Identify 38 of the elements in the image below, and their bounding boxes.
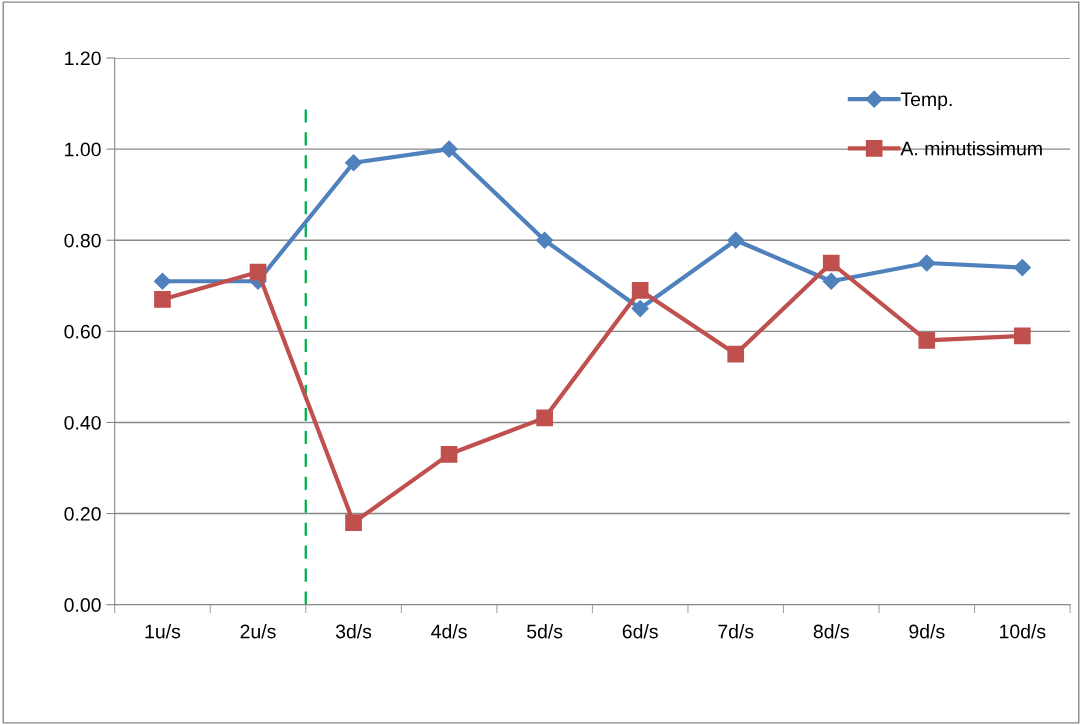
point	[440, 445, 458, 463]
point	[344, 154, 363, 172]
x-tick-label: 2u/s	[240, 624, 276, 639]
point	[1013, 258, 1031, 277]
point	[822, 272, 840, 290]
y-tick-label: 1.00	[65, 142, 101, 157]
point	[345, 514, 362, 531]
y-tick-label: 0.20	[64, 507, 101, 521]
y-tick-label: 0.00	[64, 598, 101, 612]
point	[631, 299, 649, 318]
y-tick-label: 1.20	[65, 51, 101, 66]
point	[536, 409, 553, 427]
y-tick-label: 0.60	[64, 324, 101, 339]
x-tick-label: 6d/s	[622, 624, 658, 639]
y-tick-label: 0.80	[64, 233, 101, 248]
point	[1013, 327, 1031, 345]
point	[153, 272, 172, 290]
x-tick-label: 7d/s	[718, 624, 754, 639]
legend-label: Temp.	[900, 92, 952, 111]
point	[918, 332, 936, 349]
point	[822, 254, 840, 272]
point	[154, 291, 171, 308]
y-tick-label: 0.40	[64, 415, 101, 430]
point	[440, 140, 458, 158]
point	[631, 281, 649, 299]
x-tick-label: 4d/s	[431, 624, 467, 639]
x-tick-label: 8d/s	[813, 624, 849, 639]
x-tick-label: 1u/s	[145, 624, 181, 639]
point	[918, 254, 936, 272]
x-tick-label: 5d/s	[527, 624, 563, 639]
point	[727, 345, 745, 363]
point	[249, 263, 267, 281]
point	[536, 231, 554, 249]
point	[727, 231, 745, 249]
x-tick-label: 9d/s	[909, 624, 945, 639]
x-tick-label: 3d/s	[335, 624, 372, 639]
x-tick-label: 10d/s	[1000, 624, 1046, 639]
legend-label: A. minutissimum	[900, 141, 1042, 156]
